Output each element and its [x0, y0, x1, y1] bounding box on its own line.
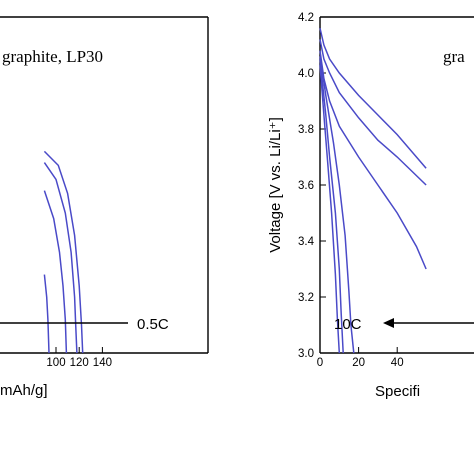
left-rate-label: 0.5C: [137, 316, 169, 333]
right-annotation-text: gra: [443, 47, 465, 66]
left-x-tick-label: 100: [46, 357, 65, 369]
left-x-ticks: 100 120 140: [46, 347, 112, 369]
right-x-tick-label: 0: [317, 357, 323, 369]
left-x-tick-label: 140: [93, 357, 112, 369]
right-x-axis-title: Specifi: [375, 383, 420, 400]
right-rate-arrowhead: [383, 318, 394, 328]
right-y-tick-label: 3.4: [298, 236, 315, 248]
left-series-line-1: [43, 274, 50, 354]
left-panel: 100 120 140 graphite, LP30 0.5C mAh/g]: [0, 16, 209, 399]
right-series-line-5: [319, 58, 344, 354]
right-series-line-2: [319, 39, 427, 186]
right-y-tick-label: 3.2: [298, 292, 314, 304]
right-curves: [319, 28, 427, 354]
left-series-line-4: [43, 150, 84, 354]
right-y-ticks: 3.0 3.2 3.4 3.6 3.8 4.0 4.2: [298, 12, 326, 360]
right-rate-label: 10C: [334, 316, 362, 333]
right-y-tick-label: 3.6: [298, 180, 314, 192]
right-y-tick-label: 4.0: [298, 68, 314, 80]
right-series-line-6: [319, 64, 341, 354]
right-series-line-3: [319, 50, 427, 270]
right-series-line-1: [319, 28, 427, 169]
left-series-line-3: [43, 162, 78, 354]
left-series-line-2: [43, 190, 68, 354]
right-x-ticks: 0 20 40: [317, 347, 404, 369]
right-x-tick-label: 20: [352, 357, 365, 369]
left-curves: [43, 150, 84, 354]
left-x-tick-label: 120: [70, 357, 89, 369]
left-x-axis-title: mAh/g]: [0, 382, 48, 399]
right-x-tick-label: 40: [391, 357, 404, 369]
right-y-tick-label: 3.0: [298, 348, 314, 360]
right-panel: 3.0 3.2 3.4 3.6 3.8 4.0 4.2 0 20 40 gra 10C Spec…: [267, 12, 474, 400]
right-y-tick-label: 4.2: [298, 12, 314, 24]
right-y-axis-title: Voltage [V vs. Li/Li⁺]: [267, 117, 284, 253]
left-annotation-text: graphite, LP30: [2, 47, 103, 66]
right-series-line-4: [319, 56, 355, 354]
right-y-tick-label: 3.8: [298, 124, 314, 136]
